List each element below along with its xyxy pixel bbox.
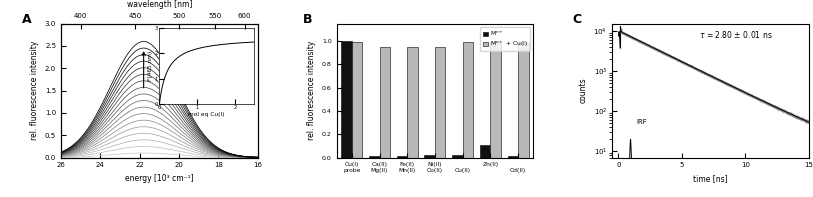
Bar [341,41,352,158]
Bar [452,155,463,158]
Text: B: B [303,13,312,26]
Text: C: C [572,13,582,26]
Bar [518,44,528,158]
Bar [369,156,380,158]
Bar [380,47,390,158]
Y-axis label: rel. fluorescence intensity: rel. fluorescence intensity [307,41,316,140]
Bar [407,47,418,158]
Legend: M$^{n+}$, M$^{n+}$ + Cu(I): M$^{n+}$, M$^{n+}$ + Cu(I) [480,27,530,51]
Bar [480,145,490,158]
Bar [424,155,435,158]
Text: IRF: IRF [637,119,647,125]
Bar [397,156,407,158]
Bar [507,156,518,158]
Text: $\tau$ = 2.80 ± 0.01 ns: $\tau$ = 2.80 ± 0.01 ns [698,29,772,40]
Bar [352,42,363,158]
X-axis label: wavelength [nm]: wavelength [nm] [127,0,192,9]
Bar [490,42,501,158]
X-axis label: energy [10³ cm⁻¹]: energy [10³ cm⁻¹] [125,174,193,183]
Y-axis label: rel. fluorescence intensity: rel. fluorescence intensity [30,41,39,140]
Bar [435,47,446,158]
Y-axis label: counts: counts [579,78,588,103]
Bar [463,42,473,158]
X-axis label: time [ns]: time [ns] [693,174,728,183]
Text: A: A [22,13,31,26]
